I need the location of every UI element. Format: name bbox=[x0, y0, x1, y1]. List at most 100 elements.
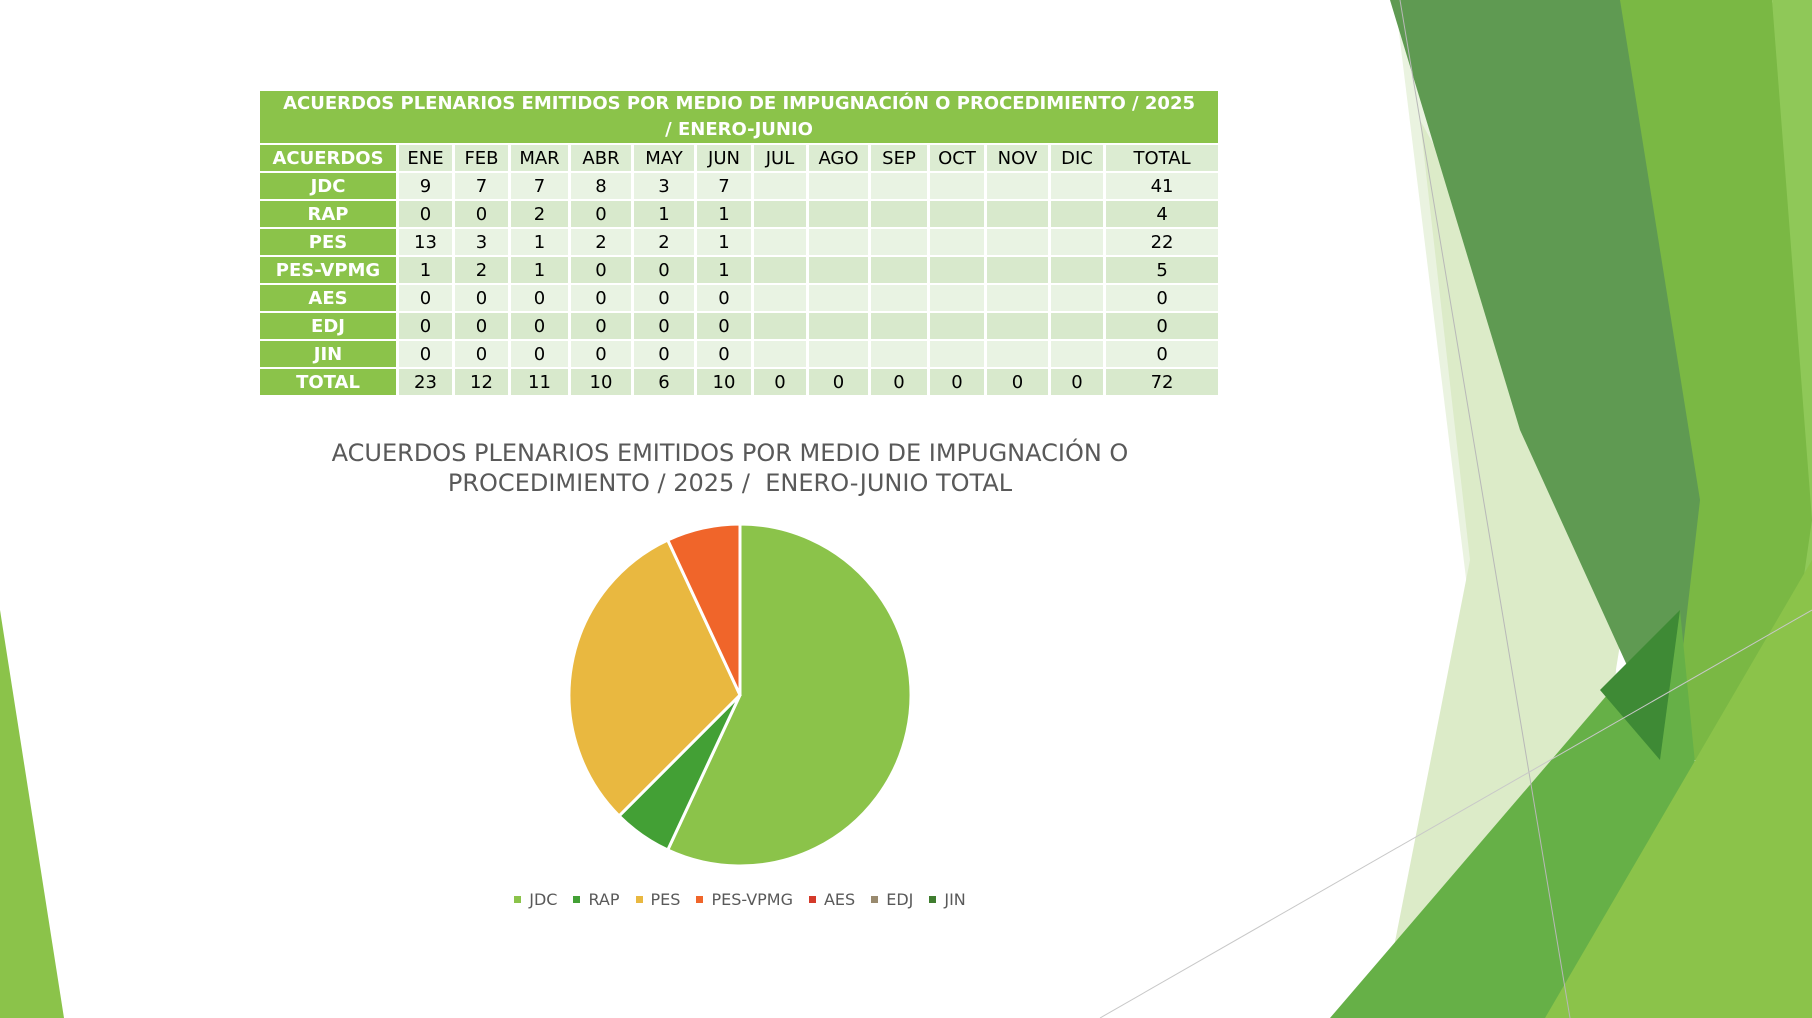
table-cell: 0 bbox=[1106, 313, 1219, 339]
table-cell: 0 bbox=[930, 369, 984, 395]
legend-swatch bbox=[808, 896, 816, 903]
table-cell: 72 bbox=[1106, 369, 1219, 395]
column-header: MAY bbox=[634, 145, 694, 171]
table-cell bbox=[1051, 201, 1103, 227]
row-label: EDJ bbox=[260, 313, 396, 339]
table-cell bbox=[754, 341, 806, 367]
table-cell: 11 bbox=[511, 369, 568, 395]
table-cell bbox=[930, 201, 984, 227]
table-cell: 9 bbox=[399, 173, 452, 199]
table-cell bbox=[871, 285, 927, 311]
table-cell: 0 bbox=[987, 369, 1048, 395]
legend-label: RAP bbox=[588, 890, 620, 909]
table-cell bbox=[1051, 341, 1103, 367]
table-cell bbox=[1051, 257, 1103, 283]
table-cell bbox=[871, 201, 927, 227]
table-cell bbox=[809, 285, 868, 311]
table-cell: 0 bbox=[511, 313, 568, 339]
table-cell bbox=[871, 341, 927, 367]
table-cell: 8 bbox=[571, 173, 631, 199]
legend-swatch bbox=[514, 896, 522, 903]
pie-chart bbox=[567, 522, 913, 868]
header-label-acuerdos: ACUERDOS bbox=[260, 145, 396, 171]
legend-swatch bbox=[573, 896, 581, 903]
column-header: MAR bbox=[511, 145, 568, 171]
table-cell: 1 bbox=[697, 229, 751, 255]
column-header: OCT bbox=[930, 145, 984, 171]
table-cell: 0 bbox=[455, 201, 508, 227]
table-row: JIN 0 0 0 0 0 0 0 bbox=[260, 341, 1219, 367]
row-label: PES-VPMG bbox=[260, 257, 396, 283]
column-header: AGO bbox=[809, 145, 868, 171]
table-cell: 0 bbox=[399, 313, 452, 339]
table-cell: 4 bbox=[1106, 201, 1219, 227]
table-cell: 0 bbox=[511, 341, 568, 367]
table-cell: 10 bbox=[697, 369, 751, 395]
table-cell bbox=[809, 201, 868, 227]
row-label: TOTAL bbox=[260, 369, 396, 395]
table-cell: 6 bbox=[634, 369, 694, 395]
table-cell: 1 bbox=[634, 201, 694, 227]
table-cell: 7 bbox=[455, 173, 508, 199]
table-cell: 2 bbox=[455, 257, 508, 283]
table-cell: 1 bbox=[697, 257, 751, 283]
table-cell bbox=[871, 313, 927, 339]
legend-item-edj: EDJ bbox=[871, 890, 913, 909]
table-cell: 0 bbox=[634, 257, 694, 283]
column-header: DIC bbox=[1051, 145, 1103, 171]
table-cell bbox=[754, 173, 806, 199]
table-cell: 5 bbox=[1106, 257, 1219, 283]
table-cell bbox=[809, 313, 868, 339]
table-cell bbox=[754, 257, 806, 283]
table-cell: 0 bbox=[511, 285, 568, 311]
table-cell: 0 bbox=[455, 341, 508, 367]
table-cell: 0 bbox=[1106, 285, 1219, 311]
table-cell: 3 bbox=[455, 229, 508, 255]
table-cell bbox=[987, 341, 1048, 367]
table-cell: 0 bbox=[697, 341, 751, 367]
table-cell bbox=[1051, 285, 1103, 311]
table-cell: 0 bbox=[571, 313, 631, 339]
table-cell bbox=[1051, 313, 1103, 339]
table-cell bbox=[871, 257, 927, 283]
table-cell: 2 bbox=[511, 201, 568, 227]
table-cell bbox=[987, 257, 1048, 283]
table-title: ACUERDOS PLENARIOS EMITIDOS POR MEDIO DE… bbox=[260, 91, 1219, 143]
table-cell: 0 bbox=[455, 313, 508, 339]
row-label: JDC bbox=[260, 173, 396, 199]
legend-item-aes: AES bbox=[808, 890, 855, 909]
table-row: PES-VPMG 1 2 1 0 0 1 5 bbox=[260, 257, 1219, 283]
decor-left-green-wedge bbox=[0, 610, 64, 1018]
table-cell: 0 bbox=[571, 341, 631, 367]
legend-swatch bbox=[696, 896, 704, 903]
table-cell: 7 bbox=[697, 173, 751, 199]
table-cell: 0 bbox=[634, 313, 694, 339]
table-row: TOTAL 23 12 11 10 6 10 0 0 0 0 0 0 72 bbox=[260, 369, 1219, 395]
legend-item-pes: PES bbox=[635, 890, 680, 909]
pie-slice-jdc bbox=[665, 522, 913, 868]
table-cell: 0 bbox=[571, 257, 631, 283]
table-cell: 0 bbox=[571, 201, 631, 227]
table-row: RAP 0 0 2 0 1 1 4 bbox=[260, 201, 1219, 227]
legend-label: JDC bbox=[529, 890, 558, 909]
legend-label: PES-VPMG bbox=[711, 890, 793, 909]
column-header: ABR bbox=[571, 145, 631, 171]
decor-lower-right-green bbox=[1545, 560, 1812, 1018]
table-cell: 1 bbox=[511, 229, 568, 255]
table-cell: 0 bbox=[697, 285, 751, 311]
table-cell bbox=[809, 341, 868, 367]
decor-mid-green-band bbox=[1620, 0, 1812, 760]
row-label: PES bbox=[260, 229, 396, 255]
column-header: SEP bbox=[871, 145, 927, 171]
table-cell: 0 bbox=[634, 341, 694, 367]
chart-legend: JDC RAP PES PES-VPMG AES EDJ JIN bbox=[400, 890, 1080, 909]
legend-label: JIN bbox=[944, 890, 966, 909]
table-cell bbox=[754, 229, 806, 255]
table-row: EDJ 0 0 0 0 0 0 0 bbox=[260, 313, 1219, 339]
table-cell bbox=[930, 257, 984, 283]
legend-item-rap: RAP bbox=[573, 890, 620, 909]
legend-label: EDJ bbox=[886, 890, 914, 909]
legend-item-jdc: JDC bbox=[514, 890, 557, 909]
table-cell: 0 bbox=[697, 313, 751, 339]
column-header: TOTAL bbox=[1106, 145, 1219, 171]
